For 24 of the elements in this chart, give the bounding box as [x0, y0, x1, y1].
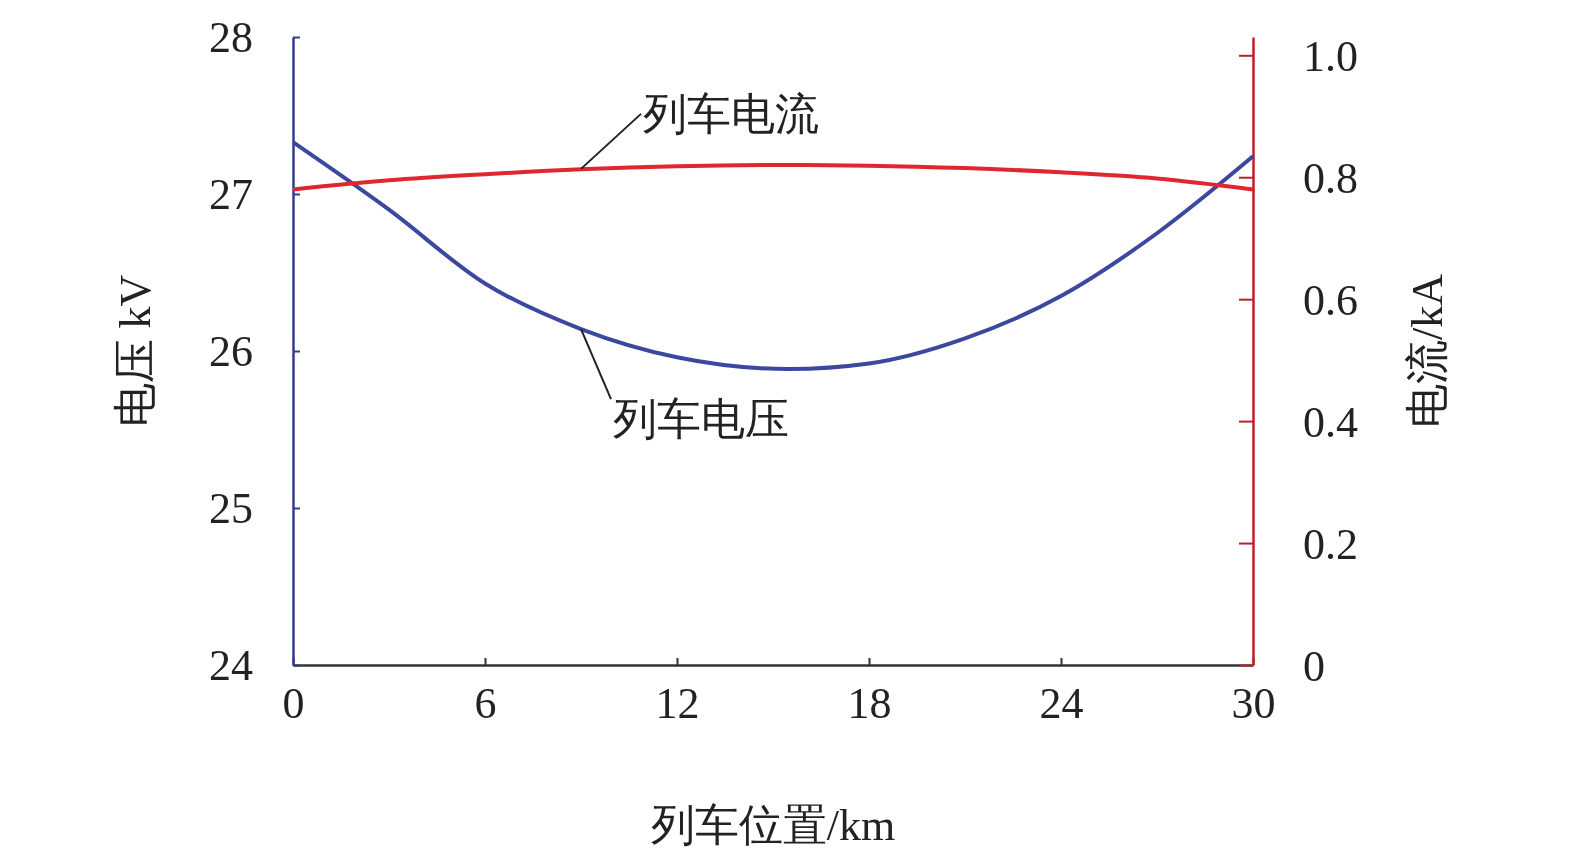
y-tick-label: 25 [209, 483, 253, 533]
x-tick-label: 24 [1039, 679, 1084, 729]
line-series [291, 163, 1255, 192]
y-tick-label: 28 [209, 12, 253, 62]
x-tick-label: 12 [655, 679, 700, 729]
x-tick-label: 6 [474, 679, 497, 729]
annotation: 列车电压 [613, 395, 789, 445]
y2-axis-title: 电流/kA [1403, 273, 1452, 428]
y2-tick-label: 1.0 [1303, 32, 1358, 82]
annotation: 列车电流 [643, 89, 819, 139]
y2-tick-label: 0.2 [1303, 519, 1358, 569]
x-tick-label: 0 [282, 679, 305, 729]
y2-tick-label: 0 [1303, 641, 1325, 691]
y-axis-title: 电压 kV [111, 274, 160, 428]
y2-tick-label: 0.4 [1303, 398, 1358, 448]
y-tick-label: 24 [209, 640, 253, 690]
y-tick-label: 27 [209, 169, 253, 219]
line-series [291, 140, 1255, 372]
x-tick-label: 30 [1231, 679, 1276, 729]
x-axis-title: 列车位置/km [650, 801, 896, 850]
y-tick-label: 26 [209, 326, 253, 376]
y2-tick-label: 0.6 [1303, 276, 1358, 326]
y2-tick-label: 0.8 [1303, 154, 1358, 204]
x-tick-label: 18 [847, 679, 892, 729]
